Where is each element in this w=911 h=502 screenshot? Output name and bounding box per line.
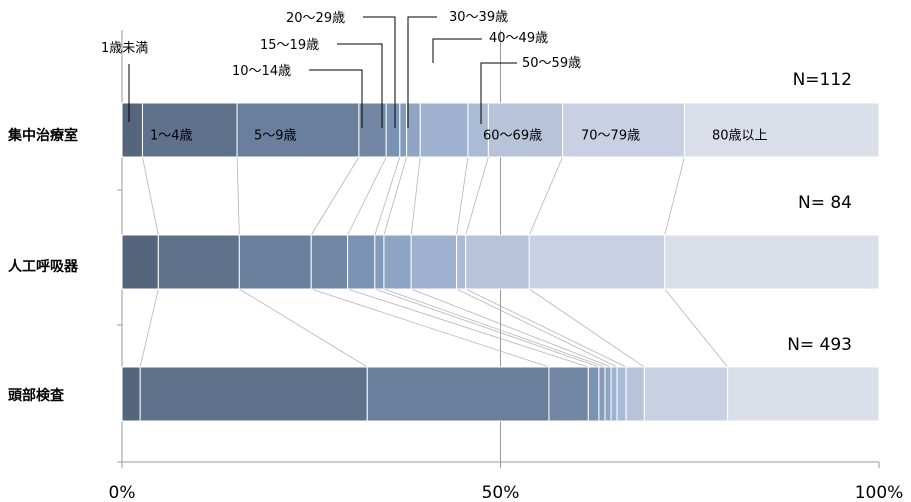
- bar-segment: [121, 102, 143, 158]
- bar-segment: [465, 234, 530, 290]
- callout-leader-line: [407, 16, 437, 128]
- connector-line: [311, 288, 550, 368]
- connector-line: [383, 156, 408, 236]
- callout-label: 20～29歳: [286, 11, 345, 26]
- axes: 0% 50% 100%: [109, 30, 904, 502]
- connector-line: [465, 288, 627, 368]
- bar-segment: [528, 234, 666, 290]
- bar-segment: [562, 102, 685, 158]
- n-label: N=112: [793, 70, 852, 90]
- bar-segment: [141, 102, 238, 158]
- bar-segment: [487, 102, 564, 158]
- connector-line: [664, 156, 685, 236]
- connector-line: [374, 156, 401, 236]
- callout-label: 30～39歳: [449, 10, 508, 25]
- callout-label: 50～59歳: [522, 56, 581, 71]
- bar-segment: [385, 102, 401, 158]
- bar-segment: [610, 366, 618, 422]
- n-label: N= 493: [787, 335, 852, 355]
- connector-line: [410, 156, 421, 236]
- connector-line: [142, 156, 159, 236]
- bar-segment: [664, 234, 880, 290]
- bar-segment: [366, 366, 550, 422]
- callout-leader-line: [363, 16, 396, 128]
- connector-line: [465, 156, 489, 236]
- connector-line: [383, 288, 606, 368]
- callout-label: 1歳未満: [101, 41, 148, 56]
- bar-segment: [347, 234, 376, 290]
- bar-segment: [598, 366, 606, 422]
- bar-segment: [548, 366, 589, 422]
- bar-segment: [456, 234, 467, 290]
- x-tick-label: 0%: [109, 483, 136, 502]
- connector-line: [528, 156, 563, 236]
- bar-segment: [406, 102, 421, 158]
- connector-line: [347, 288, 589, 368]
- connector-line: [139, 288, 159, 368]
- bar-segment: [238, 234, 312, 290]
- callout-leader-line: [337, 43, 383, 128]
- connector-line: [374, 288, 600, 368]
- bar-segment: [683, 102, 880, 158]
- bars: [121, 102, 880, 422]
- bar-segment: [139, 366, 368, 422]
- bar-segment: [727, 366, 880, 422]
- connector-line: [529, 288, 645, 368]
- segment-label: 60～69歳: [483, 129, 542, 144]
- bar-segment: [643, 366, 729, 422]
- connector-line: [236, 156, 240, 236]
- bar-segment: [616, 366, 627, 422]
- bar-segment: [410, 234, 458, 290]
- bar-segment: [604, 366, 612, 422]
- callout-leader-line: [432, 38, 482, 63]
- callout-label: 15～19歳: [260, 38, 319, 53]
- category-label: 頭部検査: [8, 387, 65, 404]
- n-label: N= 84: [798, 193, 852, 213]
- bar-segment: [310, 234, 349, 290]
- connector-line: [347, 156, 387, 236]
- labels: 集中治療室 N=112 人工呼吸器 N= 84 頭部検査 N= 493 1～4歳 5～9歳 60…: [7, 10, 852, 404]
- segment-label: 80歳以上: [712, 129, 768, 144]
- bar-segment: [121, 234, 159, 290]
- bar-segment: [157, 234, 240, 290]
- connector-line: [664, 288, 728, 368]
- connector-line: [456, 288, 618, 368]
- bar-segment: [121, 366, 141, 422]
- category-label: 集中治療室: [7, 127, 78, 144]
- bar-segment: [399, 102, 408, 158]
- segment-label: 5～9歳: [254, 129, 297, 144]
- callout-label: 40～49歳: [489, 31, 548, 46]
- connector-line: [456, 156, 469, 236]
- callout-label: 10～14歳: [232, 64, 291, 79]
- connector-line: [310, 156, 360, 236]
- x-tick-label: 100%: [855, 483, 904, 502]
- connector-line: [411, 288, 612, 368]
- callout-leader-line: [309, 69, 363, 128]
- connector-line: [239, 288, 368, 368]
- category-label: 人工呼吸器: [8, 258, 79, 275]
- bar-segment: [625, 366, 645, 422]
- x-tick-label: 50%: [482, 483, 520, 502]
- segment-label: 70～79歳: [581, 129, 640, 144]
- segment-label: 1～4歳: [150, 129, 193, 144]
- connector-lines: [139, 156, 728, 368]
- bar-segment: [419, 102, 469, 158]
- bar-segment: [374, 234, 385, 290]
- bar-segment: [587, 366, 600, 422]
- bar-segment: [383, 234, 412, 290]
- callout-leader-line: [480, 62, 517, 124]
